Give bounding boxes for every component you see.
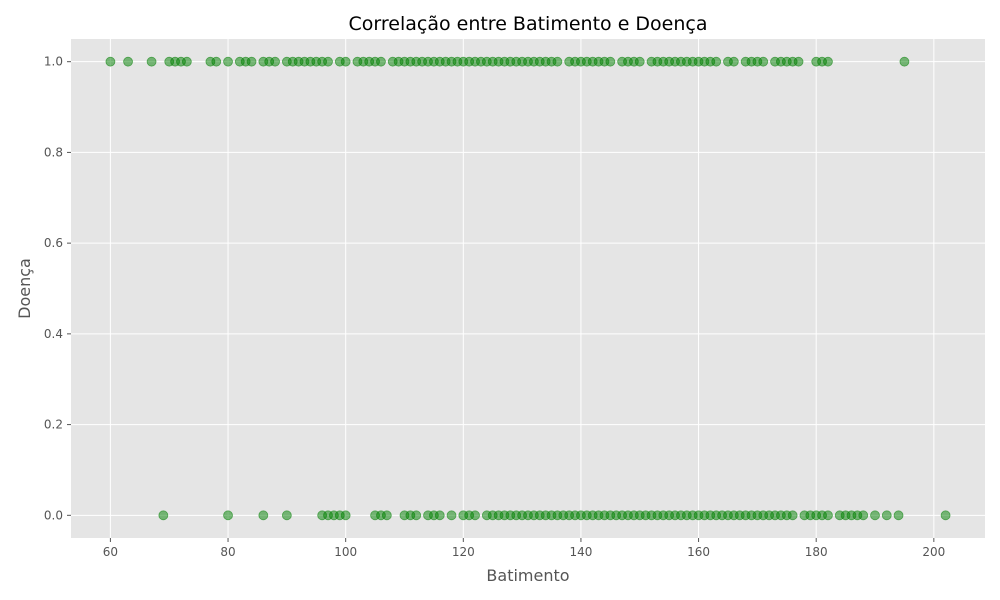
data-point <box>281 510 292 521</box>
data-point <box>823 56 833 67</box>
data-point <box>246 56 257 67</box>
data-point <box>881 510 892 521</box>
x-tick-label: 120 <box>452 545 475 559</box>
data-point <box>787 510 798 521</box>
data-point <box>123 56 133 67</box>
chart-title: Correlação entre Batimento e Doença <box>349 13 708 35</box>
data-point <box>434 510 445 521</box>
data-point <box>270 56 280 67</box>
x-axis-ticks: 60 80 100 120 140 160 180 200 <box>103 538 945 559</box>
data-point <box>711 56 722 67</box>
y-axis-ticks: 0.0 0.2 0.4 0.6 0.8 1.0 <box>44 55 71 522</box>
data-point <box>858 510 869 521</box>
y-axis-label: Doença <box>15 258 34 319</box>
data-point <box>870 510 880 521</box>
data-point <box>258 510 269 521</box>
x-tick-label: 100 <box>334 545 357 559</box>
data-point <box>446 510 457 521</box>
data-point <box>105 56 116 67</box>
x-tick-label: 140 <box>569 545 592 559</box>
data-point <box>340 56 351 67</box>
data-point <box>381 510 392 521</box>
data-point <box>158 510 169 521</box>
x-tick-label: 200 <box>922 545 945 559</box>
data-point <box>323 56 333 67</box>
data-point <box>605 56 616 67</box>
data-point <box>823 510 833 521</box>
x-tick-label: 60 <box>103 545 118 559</box>
y-tick-label: 0.2 <box>44 418 63 432</box>
data-point <box>211 56 222 67</box>
data-point <box>223 510 233 521</box>
x-tick-label: 160 <box>687 545 710 559</box>
y-tick-label: 1.0 <box>44 55 63 69</box>
data-point <box>146 56 157 67</box>
data-point <box>634 56 645 67</box>
data-point <box>376 56 386 67</box>
data-point <box>728 56 739 67</box>
data-point <box>940 510 951 521</box>
data-point <box>340 510 351 521</box>
data-point <box>223 56 233 67</box>
data-point <box>411 510 422 521</box>
x-tick-label: 80 <box>220 545 235 559</box>
plot-area <box>71 39 985 538</box>
data-point <box>899 56 910 67</box>
data-point <box>552 56 563 67</box>
data-points <box>105 56 951 521</box>
y-tick-label: 0.4 <box>44 327 63 341</box>
data-point <box>181 56 192 67</box>
y-tick-label: 0.6 <box>44 236 63 250</box>
data-point <box>893 510 904 521</box>
x-tick-label: 180 <box>805 545 828 559</box>
data-point <box>758 56 769 67</box>
data-point <box>793 56 804 67</box>
x-axis-label: Batimento <box>486 566 569 585</box>
data-point <box>470 510 480 521</box>
y-tick-label: 0.8 <box>44 145 63 159</box>
y-tick-label: 0.0 <box>44 508 63 522</box>
